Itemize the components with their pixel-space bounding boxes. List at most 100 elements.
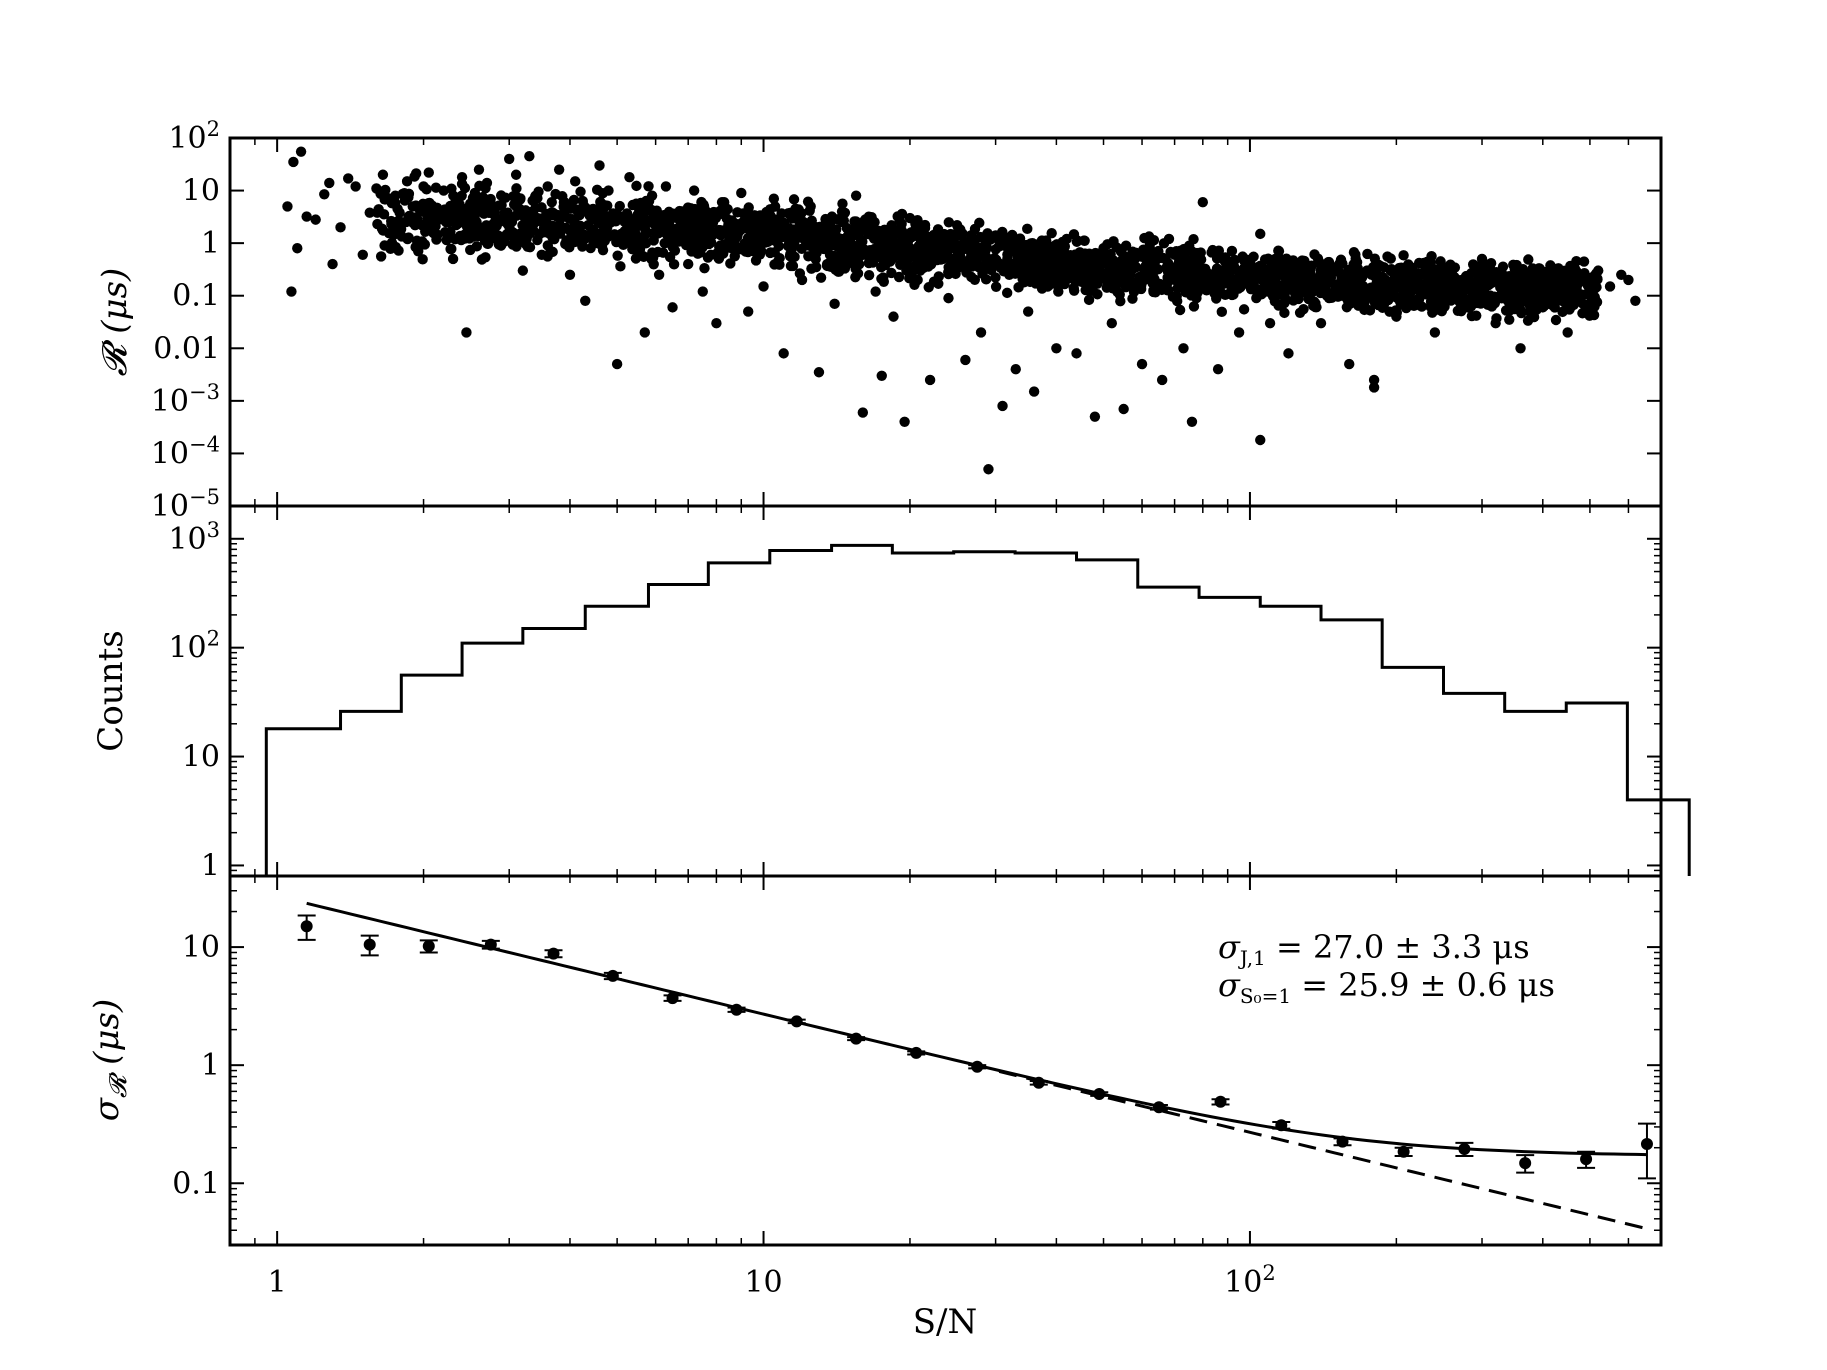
scatter-point [1242, 254, 1253, 266]
scatter-point [1120, 240, 1132, 251]
scatter-point [1578, 256, 1590, 267]
scatter-point [1500, 271, 1511, 283]
data-point [1458, 1143, 1471, 1156]
scatter-point [1130, 278, 1142, 290]
scatter-point [1292, 278, 1303, 290]
scatter-point [960, 354, 971, 366]
scatter-point [1586, 293, 1598, 304]
scatter-point [419, 239, 431, 250]
scatter-point [286, 286, 297, 297]
scatter-point [548, 222, 559, 233]
scatter-point [1061, 233, 1072, 245]
scatter-point [997, 400, 1008, 412]
scatter-point [471, 241, 483, 252]
scatter-point [1584, 306, 1596, 317]
scatter-point [301, 211, 312, 222]
x-tick-label: 10 [744, 1265, 782, 1300]
scatter-point [1158, 238, 1170, 249]
scatter-point [552, 211, 563, 223]
scatter-point [1571, 265, 1582, 277]
scatter-point [1098, 243, 1109, 254]
scatter-point [1504, 305, 1516, 316]
scatter-point [969, 234, 981, 246]
scatter-point [761, 206, 772, 218]
scatter-point [876, 370, 887, 381]
scatter-point [1171, 295, 1183, 307]
scatter-point [1127, 293, 1138, 304]
scatter-point [1178, 343, 1189, 354]
scatter-point [1238, 304, 1250, 315]
scatter-point [627, 199, 638, 211]
scatter-point [310, 214, 321, 225]
scatter-point [546, 196, 557, 208]
scatter-point [787, 224, 799, 235]
scatter-point [468, 231, 479, 242]
scatter-point [1523, 254, 1534, 265]
scatter-point [1398, 250, 1409, 261]
scatter-point [695, 212, 707, 223]
scatter-point [1186, 416, 1198, 427]
y-tick-label: 10 [182, 174, 220, 209]
scatter-point [791, 213, 803, 225]
scatter-point [1312, 253, 1324, 264]
scatter-point [536, 249, 547, 261]
scatter-point [1043, 280, 1054, 291]
scatter-point [603, 185, 614, 196]
scatter-point [577, 195, 588, 207]
scatter-point [806, 263, 817, 274]
data-point [1152, 1101, 1165, 1114]
scatter-point [554, 228, 566, 239]
scatter-point [295, 146, 307, 157]
scatter-point [1504, 314, 1515, 325]
measurement-points [297, 914, 1656, 1180]
scatter-point [1199, 263, 1211, 275]
data-point [790, 1015, 803, 1028]
scatter-point [838, 215, 850, 226]
scatter-point [1274, 282, 1286, 293]
scatter-point [456, 171, 468, 183]
scatter-point [1426, 263, 1437, 274]
scatter-point [1226, 245, 1238, 257]
scatter-point [1405, 292, 1416, 304]
scatter-point [438, 185, 449, 196]
scatter-point [1321, 279, 1332, 291]
y-tick-label: 1 [201, 1048, 220, 1083]
scatter-point [390, 190, 401, 201]
scatter-point [1321, 290, 1333, 301]
scatter-point [618, 239, 629, 251]
scatter-point [863, 269, 875, 281]
scatter-point [517, 265, 529, 276]
scatter-point [876, 261, 887, 273]
scatter-point [481, 177, 493, 189]
scatter-point [1216, 306, 1228, 318]
scatter-point [1144, 242, 1155, 253]
y-tick-label: 102 [168, 627, 220, 666]
y-tick-label: 10−4 [151, 432, 220, 471]
scatter-point [1369, 297, 1381, 308]
scatter-point [1068, 282, 1079, 294]
scatter-point [876, 273, 887, 284]
scatter-point [1016, 240, 1028, 251]
scatter-point [1235, 281, 1247, 292]
scatter-point [796, 274, 808, 286]
scatter-point [1169, 249, 1180, 261]
x-axis-ticks-middle [254, 506, 1630, 876]
y-axis-label-bottom: σ𝓡 (μs) [87, 999, 132, 1122]
scatter-point [1369, 253, 1381, 264]
scatter-point [1378, 262, 1390, 273]
scatter-point [1371, 280, 1382, 291]
scatter-point [1340, 280, 1352, 292]
scatter-point [405, 211, 416, 222]
scatter-point [1461, 270, 1472, 282]
scatter-point [678, 220, 690, 231]
scatter-point [1359, 301, 1371, 313]
scatter-point [750, 255, 762, 266]
scatter-point [1121, 280, 1132, 291]
scatter-point [1008, 240, 1019, 251]
scatter-point [1083, 294, 1095, 306]
scatter-point [428, 206, 440, 217]
scatter-point [1564, 304, 1575, 315]
data-point [363, 938, 376, 951]
data-point [484, 938, 497, 951]
